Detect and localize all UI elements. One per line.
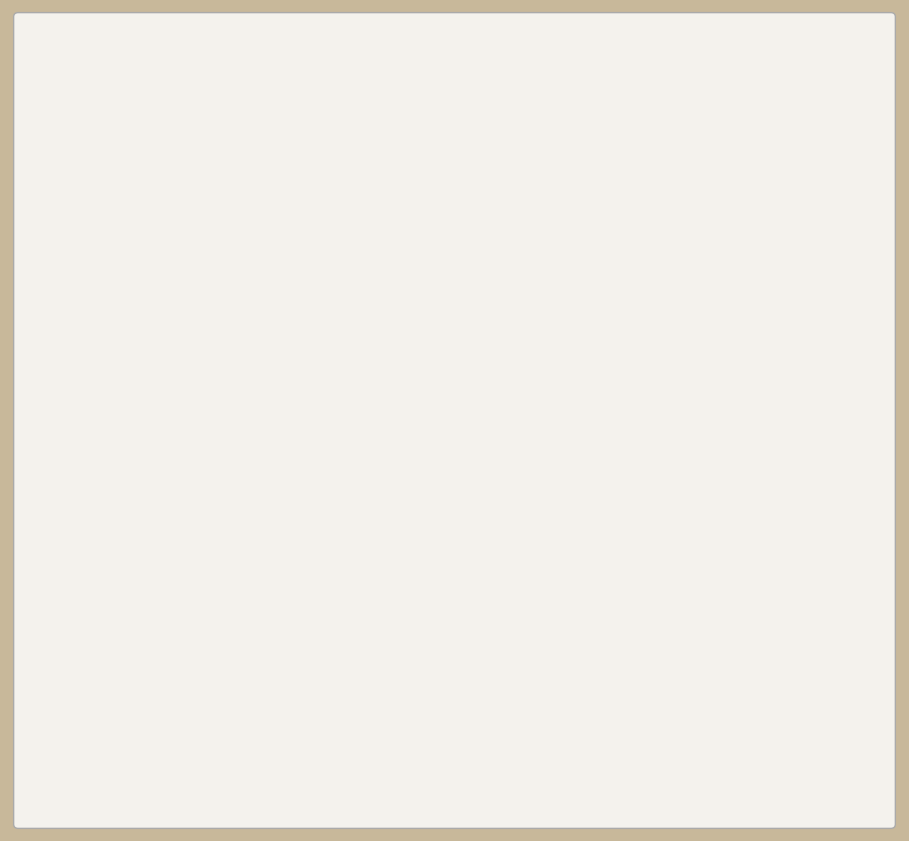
Text: (1): (1) bbox=[73, 212, 90, 225]
Text: Like Terms: Like Terms bbox=[702, 564, 774, 578]
Text: = 6: = 6 bbox=[316, 679, 364, 704]
Text: Coefficient: Coefficient bbox=[702, 201, 776, 214]
Text: 5x - 2x: 5x - 2x bbox=[383, 357, 454, 375]
Text: (5): (5) bbox=[355, 426, 373, 440]
FancyBboxPatch shape bbox=[39, 98, 306, 187]
Circle shape bbox=[754, 25, 854, 118]
Text: =: = bbox=[501, 354, 521, 378]
Text: y: y bbox=[454, 680, 467, 702]
Text: Expression: Expression bbox=[702, 443, 777, 457]
Circle shape bbox=[440, 672, 482, 711]
Text: (8): (8) bbox=[211, 760, 229, 774]
Text: Equation: Equation bbox=[702, 504, 764, 517]
Text: -: - bbox=[395, 680, 402, 703]
Text: term can only be used one.: term can only be used one. bbox=[73, 87, 245, 100]
Circle shape bbox=[518, 341, 573, 391]
Text: (2): (2) bbox=[250, 205, 267, 219]
Text: Assignment: Assignment bbox=[772, 39, 837, 49]
Text: Constant: Constant bbox=[702, 262, 764, 275]
Text: 3a + 4: 3a + 4 bbox=[82, 128, 179, 156]
Circle shape bbox=[377, 672, 419, 711]
Text: +: + bbox=[295, 354, 315, 378]
Text: Assignment 3.1 2: Assignment 3.1 2 bbox=[333, 47, 467, 62]
Text: Variable: Variable bbox=[702, 140, 758, 154]
Text: 5: 5 bbox=[421, 679, 437, 704]
Text: NO work = NO credit: NO work = NO credit bbox=[750, 107, 859, 117]
Text: Label the circled parts with the corresponding vocabulary term. Each: Label the circled parts with the corresp… bbox=[73, 73, 506, 87]
Text: (6): (6) bbox=[518, 412, 535, 426]
Circle shape bbox=[265, 326, 299, 358]
Text: (3): (3) bbox=[323, 306, 340, 320]
Text: 8 (y + 1): 8 (y + 1) bbox=[68, 679, 185, 704]
Text: Operator: Operator bbox=[702, 322, 764, 336]
Text: Distribution: Distribution bbox=[702, 625, 783, 638]
Text: x: x bbox=[251, 354, 264, 378]
Text: Date:: Date: bbox=[318, 23, 356, 36]
Text: 2: 2 bbox=[793, 61, 816, 94]
Text: 3: 3 bbox=[277, 336, 286, 349]
FancyBboxPatch shape bbox=[27, 643, 323, 738]
Ellipse shape bbox=[336, 337, 500, 394]
Text: (7): (7) bbox=[53, 750, 71, 764]
Text: = -2: = -2 bbox=[216, 128, 278, 156]
Text: -7: -7 bbox=[536, 357, 554, 375]
Text: Exponent: Exponent bbox=[702, 383, 767, 396]
Text: (4): (4) bbox=[232, 407, 249, 420]
Circle shape bbox=[198, 341, 253, 391]
Text: (9): (9) bbox=[438, 736, 455, 749]
Text: 2: 2 bbox=[218, 354, 233, 378]
